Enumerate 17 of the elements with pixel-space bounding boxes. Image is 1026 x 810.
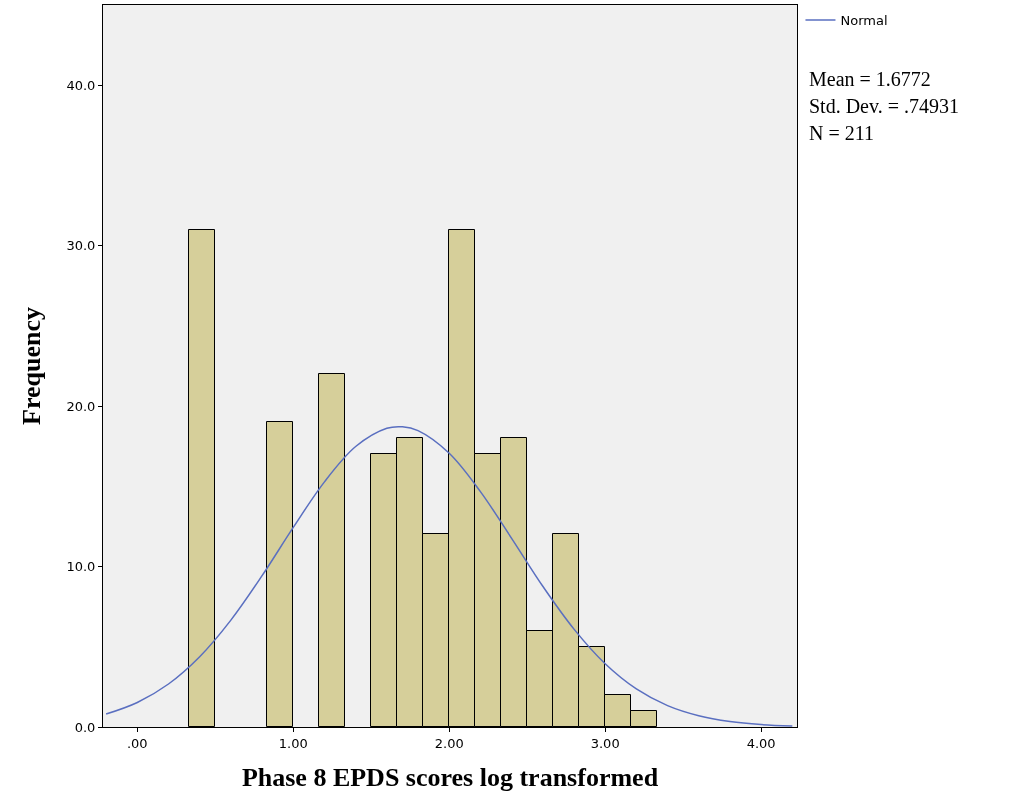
x-tick-label: 3.00 bbox=[590, 735, 620, 751]
y-tick-label: 40.0 bbox=[66, 77, 96, 93]
text: Mean = 1.6772 bbox=[809, 68, 931, 90]
y-tick-label: 10.0 bbox=[66, 559, 96, 575]
text: Std. Dev. = .74931 bbox=[809, 95, 959, 117]
x-tick-label: 1.00 bbox=[278, 735, 308, 751]
y-tick-label: 30.0 bbox=[66, 238, 96, 254]
line-series bbox=[105, 425, 794, 727]
x-tick-label: 4.00 bbox=[746, 735, 776, 751]
x-tick-label: .00 bbox=[126, 735, 148, 751]
x-axis-title: Phase 8 EPDS scores log transformed bbox=[241, 763, 659, 793]
legend-label: Normal bbox=[840, 13, 888, 29]
text: N = 211 bbox=[809, 122, 874, 144]
y-axis-title: Frequency bbox=[16, 307, 46, 425]
y-tick-label: 0.0 bbox=[74, 719, 96, 735]
x-tick-label: 2.00 bbox=[434, 735, 464, 751]
y-tick-label: 20.0 bbox=[66, 398, 96, 414]
